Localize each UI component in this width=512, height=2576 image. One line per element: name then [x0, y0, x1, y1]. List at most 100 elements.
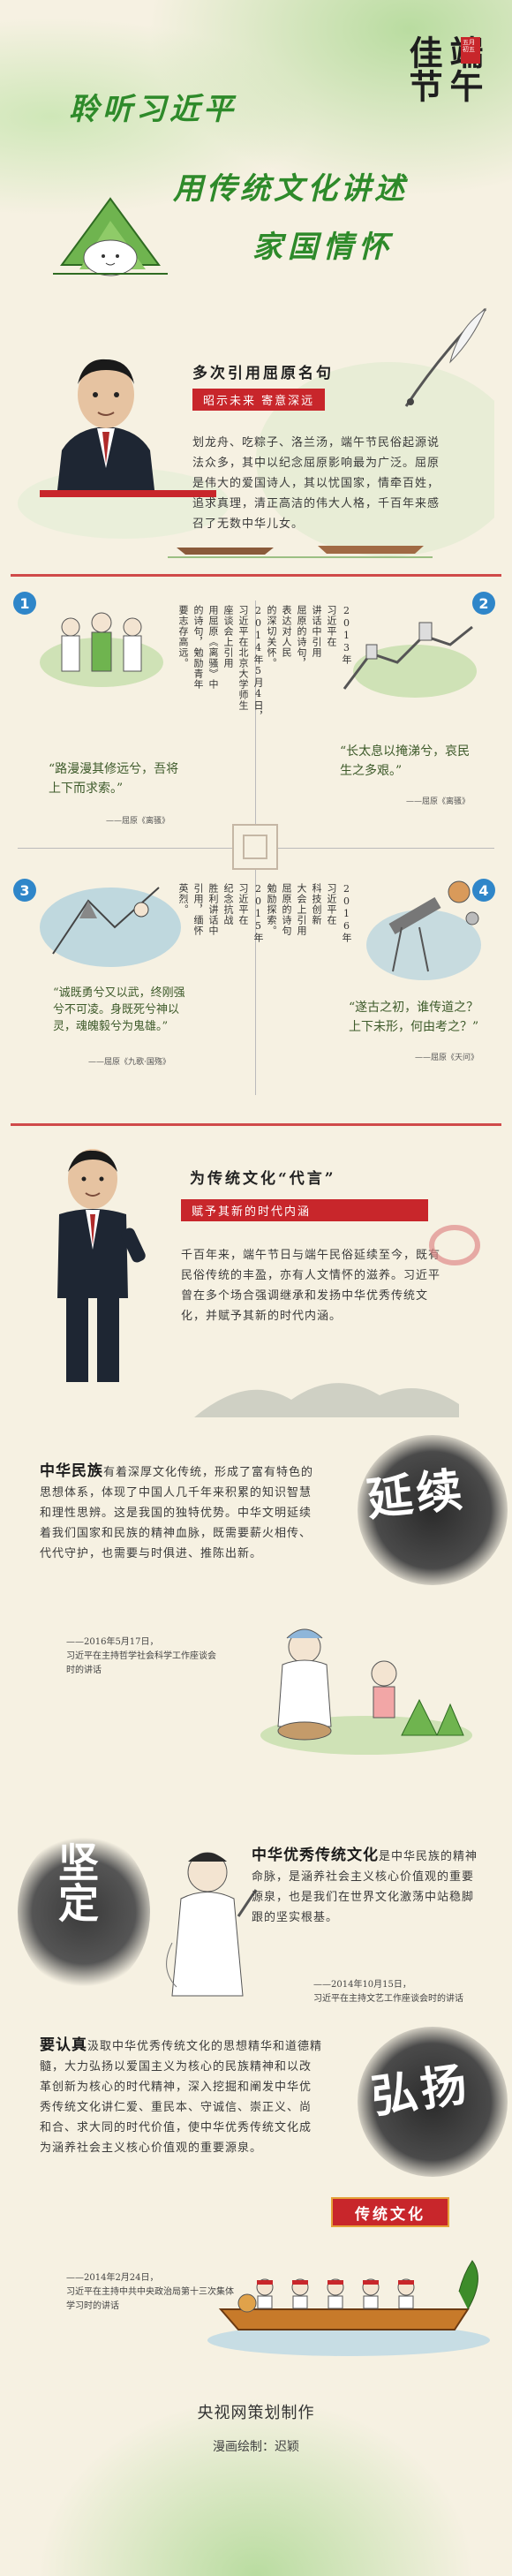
- section-divider-2: [11, 1123, 501, 1126]
- leader-portrait: [57, 359, 154, 490]
- grid-knot-ornament: [232, 824, 278, 870]
- footer-illustrator: 漫画绘制：迟颖: [213, 2440, 299, 2454]
- quote4-illustration: [366, 880, 481, 980]
- quill-pen-illustration: [404, 307, 487, 407]
- quote2-col-6: 的深切关怀。: [266, 605, 277, 669]
- block2-sign: ——2014年10月15日， 习近平在主持文艺工作座谈会时的讲话: [313, 1978, 490, 2006]
- boats-illustration: [168, 546, 433, 558]
- block2-brush-text: 坚定: [52, 1841, 100, 1923]
- quote4-col-2: 习近平在: [326, 883, 337, 925]
- page-title: 聆听习近平: [69, 85, 237, 128]
- quote2-source: ——屈原《离骚》: [406, 797, 471, 806]
- quote4-col-1: 2016年: [341, 883, 352, 943]
- block3-body: 要认真汲取中华优秀传统文化的思想精华和道德精髓，大力弘扬以爱国主义为核心的民族精…: [40, 2036, 322, 2158]
- block3-brush-text: 弘扬: [367, 2057, 474, 2125]
- block3-brush-bg: [358, 2027, 508, 2177]
- section2-heading: 为传统文化“代言”: [190, 1170, 336, 1188]
- quote1-illustration: [40, 612, 163, 687]
- quote1-col-2: 习近平在北京大学师生: [237, 605, 249, 711]
- title-part1: 聆听习近平: [69, 92, 237, 127]
- quote2-col-2: 习近平在: [326, 605, 337, 647]
- quote4-col-5: 屈原的诗句: [281, 883, 292, 936]
- quote4-text: “遂古之初，谁传道之？上下未形，何由考之？”: [349, 1001, 479, 1034]
- quote2-col-3: 讲话中引用: [311, 605, 322, 658]
- header-seal: 端午佳节 五月初五: [395, 35, 484, 132]
- quote1-col-3: 座谈会上引用: [222, 605, 234, 669]
- page-subtitle-2: 家国情怀: [252, 223, 394, 266]
- quote1-col-1: 2014年5月4日，: [252, 605, 264, 721]
- block2-illustration: [166, 1852, 258, 1997]
- section1-subheading-text: 昭示未来 寄意深远: [192, 389, 326, 411]
- block1-sign-date: ——2016年5月17日，: [66, 1637, 159, 1647]
- mountain-wash: [194, 1383, 459, 1417]
- block2-sign-event: 习近平在主持文艺工作座谈会时的讲话: [313, 1994, 463, 2004]
- quote1-columns: 2014年5月4日， 习近平在北京大学师生 座谈会上引用 用屈原《离骚》中 的诗…: [177, 605, 265, 817]
- quote3-illustration: [40, 887, 181, 967]
- seal-stamp: 五月初五: [461, 37, 480, 64]
- footer-producer: 央视网策划制作: [197, 2404, 315, 2422]
- block2-text: 是中华民族的精神命脉，是涵养社会主义核心价值观的重要源泉，也是我们在世界文化激荡…: [252, 1850, 478, 1924]
- quote1-text: “路漫漫其修远兮，吾将上下而求索。”: [49, 762, 179, 796]
- quote3-columns: 2015年 习近平在 纪念抗战 胜利讲话中 引用，缅怀 英烈。: [177, 883, 265, 1095]
- block3-sign-date: ——2014年2月24日，: [66, 2273, 159, 2283]
- quote3-number: 3: [13, 879, 36, 902]
- quote3-col-4: 胜利讲话中: [207, 883, 219, 936]
- red-brush-ring: [429, 1225, 480, 1265]
- zongzi-illustration: [53, 197, 168, 276]
- quote1-source: ——屈原《离骚》: [106, 817, 170, 826]
- quote1-col-6: 要志存高远。: [177, 605, 189, 669]
- section-divider-1: [11, 574, 501, 577]
- section2-subheading: 赋予其新的时代内涵: [181, 1199, 428, 1221]
- quote4-source: ——屈原《天问》: [415, 1054, 479, 1062]
- block1-sign: ——2016年5月17日， 习近平在主持哲学社会科学工作座谈会时的讲话: [66, 1635, 216, 1678]
- block3-sign-event: 习近平在主持中共中央政治局第十三次集体学习时的讲话: [66, 2287, 234, 2311]
- quote4-number: 4: [472, 879, 495, 902]
- quote2-number: 2: [472, 592, 495, 615]
- quote3-col-5: 引用，缅怀: [192, 883, 204, 936]
- quotes-grid: 1 “路漫漫其修远兮，吾将上下而求索。” ——屈原《离骚》 2014年5月4日，…: [0, 583, 512, 1122]
- block3-lead: 要认真: [40, 2036, 87, 2054]
- quote3-text: “诚既勇兮又以武，终刚强兮不可凌。身既死兮神以灵，魂魄毅兮为鬼雄。”: [53, 986, 185, 1033]
- quote1-col-5: 的诗句，勉励青年: [192, 605, 204, 690]
- section2-subheading-text: 赋予其新的时代内涵: [181, 1199, 428, 1221]
- title-part3: 家国情怀: [252, 230, 394, 265]
- title-part2: 用传统文化讲述: [173, 171, 408, 207]
- block1-text: 有着深厚文化传统，形成了富有特色的思想体系，体现了中国人几千年来积累的知识智慧和…: [40, 1466, 314, 1560]
- quote1-number: 1: [13, 592, 36, 615]
- quote3-col-2: 习近平在: [237, 883, 249, 925]
- dragon-boat-illustration: [207, 2260, 490, 2356]
- quote3-source: ——屈原《九歌·国殇》: [88, 1058, 170, 1067]
- section1-wash-bg: [18, 362, 494, 556]
- block2-sign-date: ——2014年10月15日，: [313, 1980, 411, 1990]
- footer-wash: [0, 2367, 512, 2576]
- quote4-col-4: 大会上引用: [296, 883, 307, 936]
- quote4-columns: 2016年 习近平在 科技创新 大会上引用 屈原的诗句 勉励探索。: [265, 883, 353, 1095]
- quote2-col-1: 2013年: [341, 605, 352, 665]
- block1-brush-text: 延续: [364, 1462, 469, 1527]
- block2-lead: 中华优秀传统文化: [252, 1847, 379, 1864]
- block3-text: 汲取中华优秀传统文化的思想精华和道德精髓，大力弘扬以爱国主义为核心的民族精神和以…: [40, 2040, 323, 2155]
- quote4-col-3: 科技创新: [311, 883, 322, 925]
- quote3-col-6: 英烈。: [177, 883, 189, 915]
- quote3-col-3: 纪念抗战: [222, 883, 234, 925]
- block3-banner: 传统文化: [331, 2197, 449, 2227]
- quote2-illustration: [343, 622, 477, 698]
- section1-subheading: 昭示未来 寄意深远: [192, 389, 326, 411]
- quote2-col-5: 表达对人民: [281, 605, 292, 658]
- page-subtitle-1: 用传统文化讲述: [173, 164, 408, 208]
- quote2-col-4: 屈原的诗句，: [296, 605, 307, 669]
- section1-paragraph: 划龙舟、吃粽子、洛兰汤，端午节民俗起源说法众多，其中以纪念屈原影响最为广泛。屈原…: [192, 436, 440, 531]
- section2-portrait: [57, 1149, 146, 1382]
- block1-body: 中华民族有着深厚文化传统，形成了富有特色的思想体系，体现了中国人几千年来积累的知…: [40, 1462, 322, 1564]
- block3-sign: ——2014年2月24日， 习近平在主持中共中央政治局第十三次集体学习时的讲话: [66, 2271, 234, 2314]
- quote2-columns: 2013年 习近平在 讲话中引用 屈原的诗句， 表达对人民 的深切关怀。: [265, 605, 353, 817]
- quote4-col-6: 勉励探索。: [266, 883, 277, 936]
- block1-brush-bg: [358, 1435, 508, 1585]
- section1-redline: [40, 490, 216, 497]
- block1-sign-event: 习近平在主持哲学社会科学工作座谈会时的讲话: [66, 1651, 216, 1675]
- section2-paragraph: 千百年来，端午节日与端午民俗延续至今，既有民俗传统的丰盈，亦有人文情怀的滋养。习…: [181, 1249, 441, 1323]
- quote1-col-4: 用屈原《离骚》中: [207, 605, 219, 690]
- section1-heading: 多次引用屈原名句: [192, 365, 334, 382]
- quote3-col-1: 2015年: [252, 883, 264, 943]
- block3-banner-text: 传统文化: [355, 2205, 425, 2224]
